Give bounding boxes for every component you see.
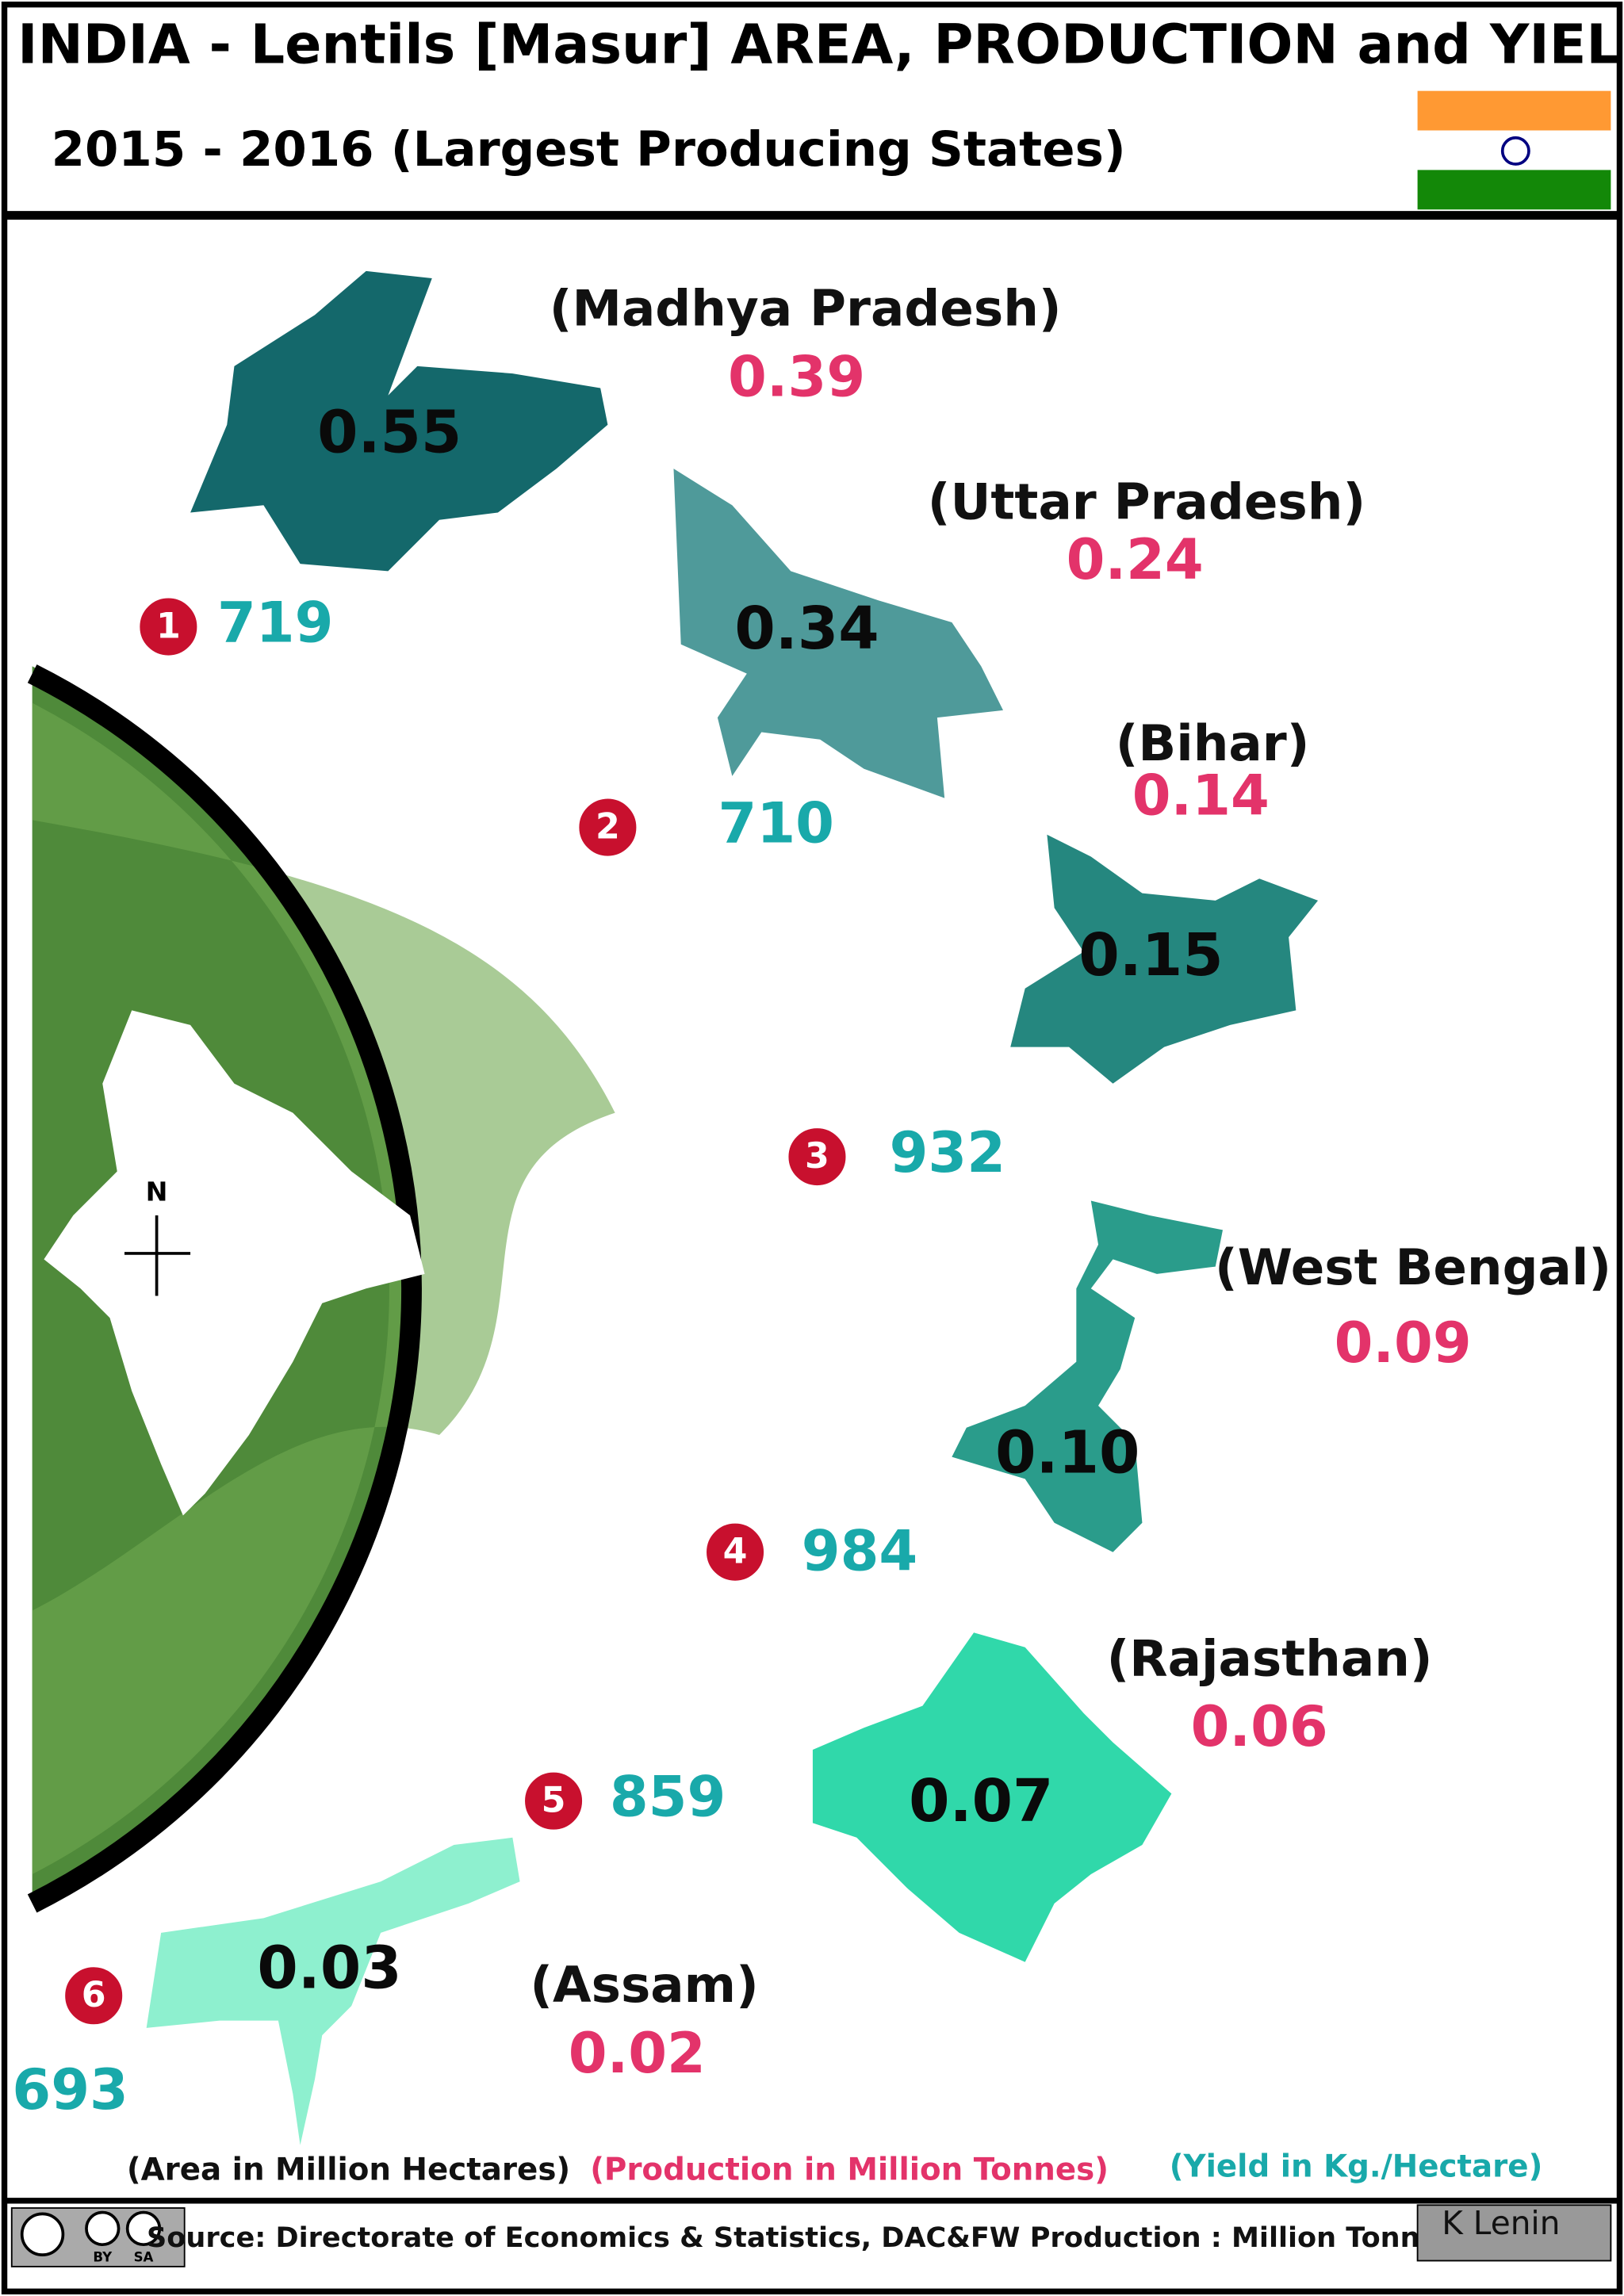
author-box	[1416, 2204, 1612, 2262]
rajasthan-map	[812, 1632, 1172, 1962]
rank: 2	[596, 806, 620, 847]
title: INDIA - Lentils [Masur] AREA, PRODUCTION…	[17, 14, 1624, 77]
bihar-map	[1010, 834, 1319, 1084]
rank-badge	[783, 1123, 851, 1190]
production: 0.39	[728, 344, 865, 409]
subtitle: 2015 - 2016 (Largest Producing States)	[52, 121, 1126, 178]
rank: 4	[723, 1532, 748, 1572]
source: Source: Directorate of Economics & Stati…	[147, 2221, 1455, 2254]
madhya-pradesh-map	[190, 270, 608, 572]
rank-badge	[135, 594, 201, 660]
legend-area: (Area in Million Hectares)	[127, 2152, 570, 2187]
production: 0.06	[1191, 1694, 1328, 1759]
license-sa: SA	[134, 2249, 154, 2264]
cc-badge: BY SA	[10, 2207, 186, 2267]
state-name: (West Bengal)	[1215, 1238, 1611, 1296]
yield: 932	[890, 1120, 1005, 1185]
yield: 710	[718, 791, 834, 856]
yield: 984	[802, 1518, 917, 1583]
legend-yield: (Yield in Kg./Hectare)	[1170, 2149, 1543, 2185]
rank-badge	[574, 794, 641, 861]
assam-map	[146, 1837, 520, 2145]
rank: 6	[82, 1975, 106, 2015]
flag	[1417, 90, 1611, 210]
rank-badge	[702, 1519, 768, 1586]
area: 0.55	[317, 399, 462, 467]
rank-badge	[520, 1768, 587, 1835]
state-name: (Uttar Pradesh)	[928, 473, 1365, 530]
license-by: BY	[93, 2249, 113, 2264]
author: K Lenin	[1442, 2204, 1560, 2242]
production: 0.14	[1132, 763, 1270, 828]
state-name: (Madhya Pradesh)	[550, 280, 1062, 338]
legend-production: (Production in Million Tonnes)	[590, 2152, 1109, 2187]
production: 0.09	[1335, 1311, 1472, 1376]
west-bengal-map	[952, 1200, 1224, 1552]
area: 0.03	[257, 1934, 401, 2003]
area: 0.34	[734, 595, 879, 663]
yield: 693	[12, 2057, 128, 2122]
rank: 5	[542, 1780, 566, 1820]
rank-badge	[60, 1962, 127, 2029]
photo-circle: N	[27, 664, 615, 1913]
production: 0.24	[1067, 527, 1204, 592]
uttar-pradesh-map	[673, 469, 1003, 798]
area: 0.07	[909, 1767, 1053, 1835]
area: 0.15	[1078, 921, 1223, 989]
yield: 859	[610, 1765, 726, 1830]
rank: 1	[156, 606, 181, 646]
area: 0.10	[995, 1419, 1139, 1487]
yield: 719	[217, 591, 333, 656]
compass-label: N	[146, 1177, 168, 1207]
state-name: (Rajasthan)	[1107, 1629, 1433, 1687]
production: 0.02	[569, 2021, 706, 2086]
state-name: (Assam)	[530, 1956, 758, 2014]
state-name: (Bihar)	[1116, 714, 1310, 772]
rank: 3	[805, 1136, 829, 1177]
